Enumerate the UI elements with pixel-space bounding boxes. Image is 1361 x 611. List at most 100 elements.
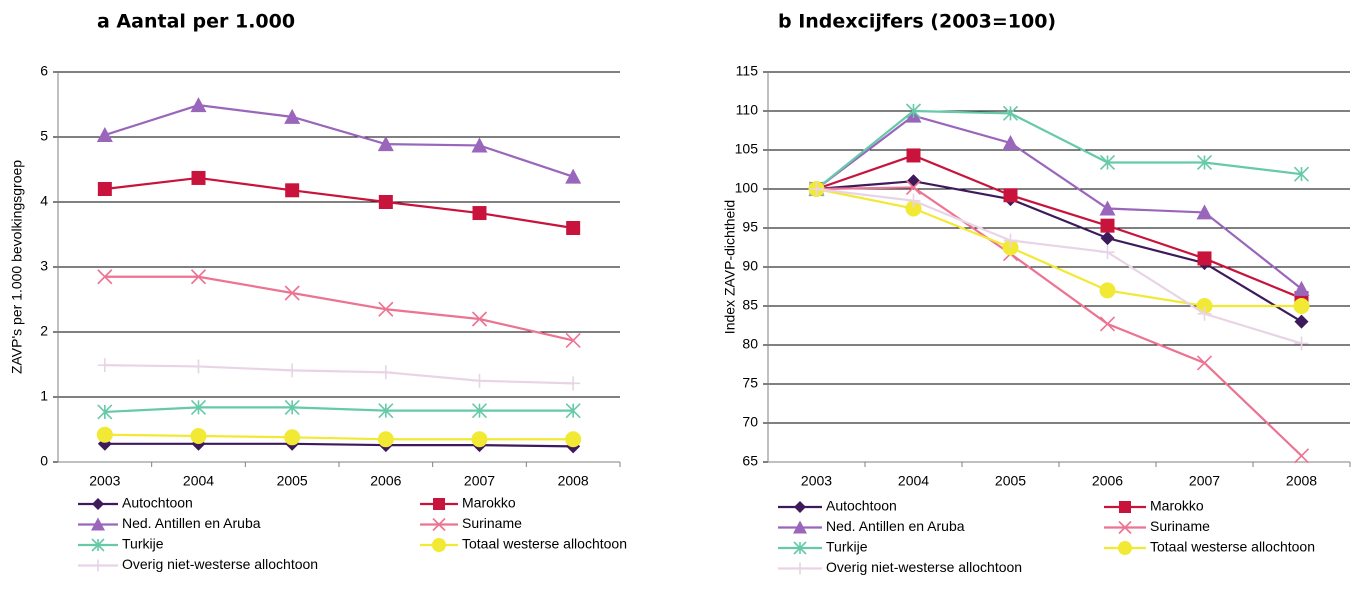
x-tick-label: 2007 [1189, 473, 1220, 489]
y-tick-label: 70 [742, 414, 758, 430]
marker [1099, 316, 1116, 332]
marker [1119, 501, 1131, 513]
marker [905, 200, 922, 217]
marker [190, 97, 207, 113]
marker [1197, 306, 1212, 321]
marker [1118, 520, 1132, 535]
y-tick-label: 4 [40, 193, 48, 209]
marker [565, 168, 582, 184]
marker [284, 285, 300, 301]
marker [378, 195, 393, 209]
marker [565, 332, 581, 349]
marker [1293, 298, 1310, 314]
series-line [104, 442, 574, 448]
series-line [104, 364, 574, 385]
legend-label: Totaal westerse allochtoon [1150, 539, 1315, 555]
marker [378, 403, 394, 419]
marker [1099, 154, 1116, 171]
marker [1197, 251, 1212, 266]
marker [433, 498, 445, 510]
x-tick-label: 2004 [898, 473, 929, 489]
legend-label: Autochtoon [826, 498, 897, 514]
marker [565, 403, 581, 419]
chart-title: b Indexcijfers (2003=100) [778, 11, 1056, 33]
marker [190, 269, 207, 285]
y-tick-label: 5 [40, 128, 48, 144]
legend-label: Autochtoon [122, 495, 193, 511]
marker [1196, 154, 1213, 171]
marker [285, 183, 300, 198]
marker [794, 562, 806, 575]
marker [1100, 231, 1115, 246]
legend-label: Suriname [1150, 518, 1210, 534]
x-tick-label: 2008 [1286, 473, 1317, 489]
marker [1293, 166, 1310, 182]
marker [97, 182, 112, 196]
y-tick-label: 80 [742, 336, 758, 352]
marker [1100, 218, 1115, 233]
marker [432, 517, 446, 532]
legend-label: Totaal westerse allochtoon [462, 536, 627, 552]
series-line [104, 104, 574, 178]
marker [471, 137, 488, 153]
legend-label: Suriname [462, 515, 522, 531]
legend-label: Marokko [462, 495, 516, 511]
marker [96, 127, 113, 143]
marker [1099, 200, 1116, 216]
y-tick-label: 100 [735, 180, 759, 196]
marker [284, 429, 301, 446]
marker [377, 136, 394, 152]
x-tick-label: 2008 [558, 473, 589, 489]
y-tick-label: 3 [40, 258, 48, 274]
marker [905, 179, 922, 196]
marker [566, 221, 581, 235]
series-line [104, 275, 574, 342]
legend-label: Turkije [122, 536, 164, 552]
marker [1002, 105, 1019, 121]
marker [377, 431, 394, 448]
marker [91, 538, 105, 552]
marker [96, 426, 113, 443]
marker [190, 428, 207, 444]
marker [471, 311, 488, 327]
legend-label: Overig niet-westerse allochtoon [122, 556, 318, 572]
x-tick-label: 2007 [464, 473, 495, 489]
x-tick-label: 2006 [370, 473, 401, 489]
x-tick-label: 2003 [89, 473, 120, 489]
y-tick-label: 95 [742, 219, 758, 235]
y-tick-label: 6 [40, 63, 48, 79]
marker [793, 541, 807, 555]
marker [284, 108, 301, 124]
marker [809, 182, 824, 196]
y-tick-label: 110 [736, 102, 759, 118]
marker [1003, 188, 1018, 203]
x-tick-label: 2003 [801, 473, 832, 489]
series-line [104, 433, 574, 441]
marker [1003, 233, 1018, 248]
marker [378, 365, 393, 380]
series-line [815, 109, 1302, 190]
marker [1002, 134, 1019, 150]
marker [1294, 336, 1309, 351]
y-tick-label: 85 [742, 297, 758, 313]
legend-label: Marokko [1150, 498, 1204, 514]
marker [97, 358, 112, 373]
x-tick-label: 2006 [1092, 473, 1123, 489]
marker [906, 148, 921, 163]
y-tick-label: 0 [40, 453, 48, 469]
marker [92, 498, 104, 510]
series-line [816, 187, 1302, 308]
legend-label: Ned. Antillen en Aruba [826, 518, 965, 534]
marker [1293, 280, 1310, 296]
y-tick-label: 2 [40, 323, 48, 339]
y-tick-label: 65 [742, 453, 758, 469]
marker [191, 170, 206, 185]
marker [471, 431, 488, 448]
y-tick-label: 90 [742, 258, 758, 274]
marker [1118, 541, 1132, 555]
x-tick-label: 2005 [995, 473, 1026, 489]
chart-title: a Aantal per 1.000 [97, 11, 295, 33]
marker [92, 559, 104, 572]
x-tick-label: 2004 [183, 473, 214, 489]
marker [285, 363, 300, 378]
